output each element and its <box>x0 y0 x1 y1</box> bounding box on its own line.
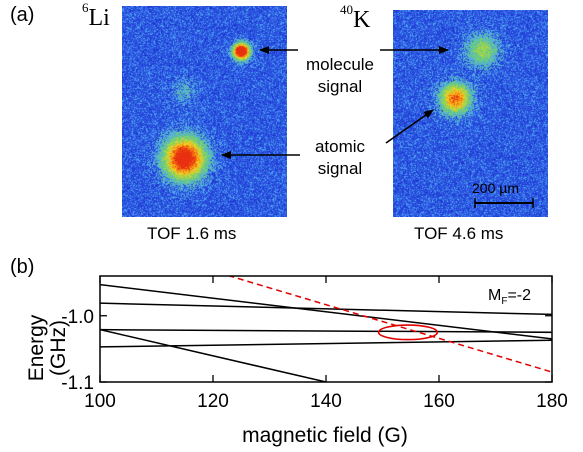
molecule-label-line2: signal <box>317 77 363 96</box>
y-axis-title: Energy (GHz) <box>25 308 70 388</box>
mf-annotation-value: =-2 <box>507 287 532 304</box>
y-tick-label-0: -1.0 <box>61 307 94 328</box>
y-axis-title-line2: (GHz) <box>47 320 70 376</box>
panel-a-arrows <box>221 46 534 208</box>
li-mass-number: 6 <box>82 0 89 15</box>
k-absorption-image <box>393 10 548 217</box>
li-symbol: Li <box>88 5 110 31</box>
y-axis-title-line1: Energy <box>25 314 48 382</box>
scale-bar-label: 200 µm <box>472 180 519 196</box>
molecule-signal-label: molecule signal <box>290 54 390 98</box>
atomic-signal-label: atomic signal <box>290 136 390 180</box>
x-axis-title: magnetic field (G) <box>242 424 408 447</box>
panel-b-label: (b) <box>10 256 35 278</box>
k-symbol: K <box>353 7 371 33</box>
crossing-highlight-ellipse <box>377 324 439 341</box>
mf-annotation: MF=-2 <box>488 287 531 307</box>
k-absorption-canvas <box>393 10 548 217</box>
energy-level-line-2 <box>100 302 552 316</box>
y-tick-label-1: -1.1 <box>61 373 94 394</box>
energy-level-line-6 <box>227 276 552 373</box>
li-species-label: 6Li <box>82 0 110 32</box>
x-tick-label-140: 140 <box>310 391 342 412</box>
li-absorption-canvas <box>122 6 287 217</box>
k-tof-caption: TOF 4.6 ms <box>414 224 504 243</box>
mf-annotation-prefix: M <box>488 287 502 304</box>
x-tick-label-180: 180 <box>536 391 568 412</box>
x-tick-label-160: 160 <box>423 391 455 412</box>
mf-annotation-subscript: F <box>501 296 508 308</box>
k-mass-number: 40 <box>340 2 353 17</box>
energy-level-line-3 <box>100 328 552 334</box>
plot-frame <box>99 275 553 383</box>
atomic-label-line2: signal <box>317 159 363 178</box>
energy-level-line-4 <box>100 339 552 348</box>
li-absorption-image <box>122 6 287 217</box>
li-tof-caption: TOF 1.6 ms <box>147 224 237 243</box>
x-tick-label-120: 120 <box>197 391 229 412</box>
k-species-label: 40K <box>340 2 371 34</box>
energy-level-line-5 <box>100 328 327 382</box>
panel-a-label: (a) <box>10 4 35 26</box>
molecule-label-line1: molecule <box>305 55 375 74</box>
x-tick-label-100: 100 <box>84 391 116 412</box>
arrow-to-k-atoms <box>385 109 434 144</box>
atomic-label-line1: atomic <box>314 137 366 156</box>
energy-level-line-1 <box>100 283 552 340</box>
